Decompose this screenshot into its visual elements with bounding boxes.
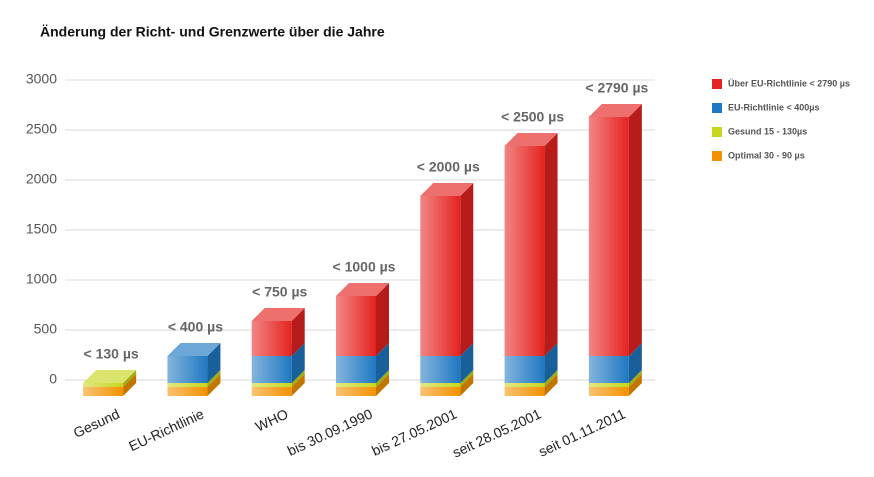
bar-side	[628, 104, 642, 356]
bar	[167, 387, 208, 396]
total-label: < 400 µs	[168, 319, 223, 335]
total-label: < 1000 µs	[333, 259, 396, 275]
bar-side	[207, 343, 221, 383]
bar-side	[544, 133, 558, 356]
bar-side	[628, 343, 642, 383]
bar-side	[628, 374, 642, 396]
x-tick-label: seit 01.11.2011	[536, 405, 628, 459]
legend-swatch	[712, 79, 722, 89]
bar-side	[207, 370, 221, 387]
bar-top	[83, 370, 137, 383]
bar	[588, 383, 629, 387]
total-label: < 2790 µs	[585, 80, 648, 96]
bar-top	[251, 308, 305, 321]
legend-swatch	[712, 127, 722, 137]
bar-side	[207, 374, 221, 396]
bar-top	[336, 283, 389, 296]
bar-side	[376, 374, 389, 396]
bar	[83, 387, 124, 396]
y-tick-label: 500	[34, 321, 58, 337]
legend-label: Über EU-Richtlinie < 2790 µs	[728, 78, 850, 88]
bar	[420, 387, 461, 396]
bar	[251, 356, 292, 383]
bar	[504, 387, 545, 396]
bar-side	[123, 374, 137, 396]
bar	[251, 321, 292, 356]
total-label: < 2000 µs	[417, 159, 480, 175]
bar-side	[460, 343, 474, 383]
bar	[336, 383, 376, 387]
x-tick-label: EU-Richtlinie	[126, 405, 206, 454]
bar-side	[544, 343, 558, 383]
bar	[504, 356, 545, 383]
bar-side	[544, 374, 558, 396]
bar	[504, 146, 545, 356]
x-tick-label: WHO	[253, 406, 291, 435]
bar	[588, 387, 629, 396]
total-label: < 2500 µs	[501, 109, 564, 125]
bar	[420, 356, 461, 383]
x-tick-label: bis 27.05.2001	[369, 405, 459, 458]
y-tick-label: 2500	[26, 121, 57, 137]
legend-swatch	[712, 151, 722, 161]
bar-side	[291, 374, 305, 396]
bar	[251, 383, 292, 387]
bar-side	[460, 183, 474, 356]
bar	[251, 387, 292, 396]
x-tick-label: seit 28.05.2001	[450, 405, 544, 460]
bar	[504, 383, 545, 387]
x-tick-label: bis 30.09.1990	[285, 405, 375, 458]
chart-title: Änderung der Richt- und Grenzwerte über …	[40, 24, 385, 40]
legend-label: Gesund 15 - 130µs	[728, 126, 807, 136]
bar	[336, 296, 376, 356]
bar-side	[291, 308, 305, 356]
legend-label: Optimal 30 - 90 µs	[728, 150, 805, 160]
y-tick-label: 1500	[26, 221, 57, 237]
total-label: < 130 µs	[84, 346, 139, 362]
bar-side	[628, 370, 642, 387]
bar-side	[123, 370, 137, 387]
bar	[167, 356, 208, 383]
bar-side	[291, 343, 305, 383]
bar-top	[167, 343, 221, 356]
bar-top	[420, 183, 474, 196]
bar-side	[544, 370, 558, 387]
y-tick-label: 2000	[26, 171, 57, 187]
y-tick-label: 0	[49, 371, 57, 387]
bar	[336, 387, 376, 396]
bar-side	[376, 343, 389, 383]
bar	[167, 383, 208, 387]
bar	[588, 117, 629, 356]
bar	[420, 196, 461, 356]
bar-top	[588, 104, 642, 117]
y-tick-label: 1000	[26, 271, 57, 287]
bar-side	[460, 374, 474, 396]
x-tick-label: Gesund	[71, 406, 122, 441]
bar-side	[376, 370, 389, 387]
bar	[83, 383, 124, 387]
total-label: < 750 µs	[252, 284, 307, 300]
legend-swatch	[712, 103, 722, 113]
bar-side	[460, 370, 474, 387]
bar-side	[376, 283, 389, 356]
bar	[420, 383, 461, 387]
bar	[336, 356, 376, 383]
legend-label: EU-Richtlinie < 400µs	[728, 102, 819, 112]
bar-side	[291, 370, 305, 387]
bar	[588, 356, 629, 383]
y-tick-label: 3000	[26, 71, 57, 87]
bar-top	[504, 133, 558, 146]
